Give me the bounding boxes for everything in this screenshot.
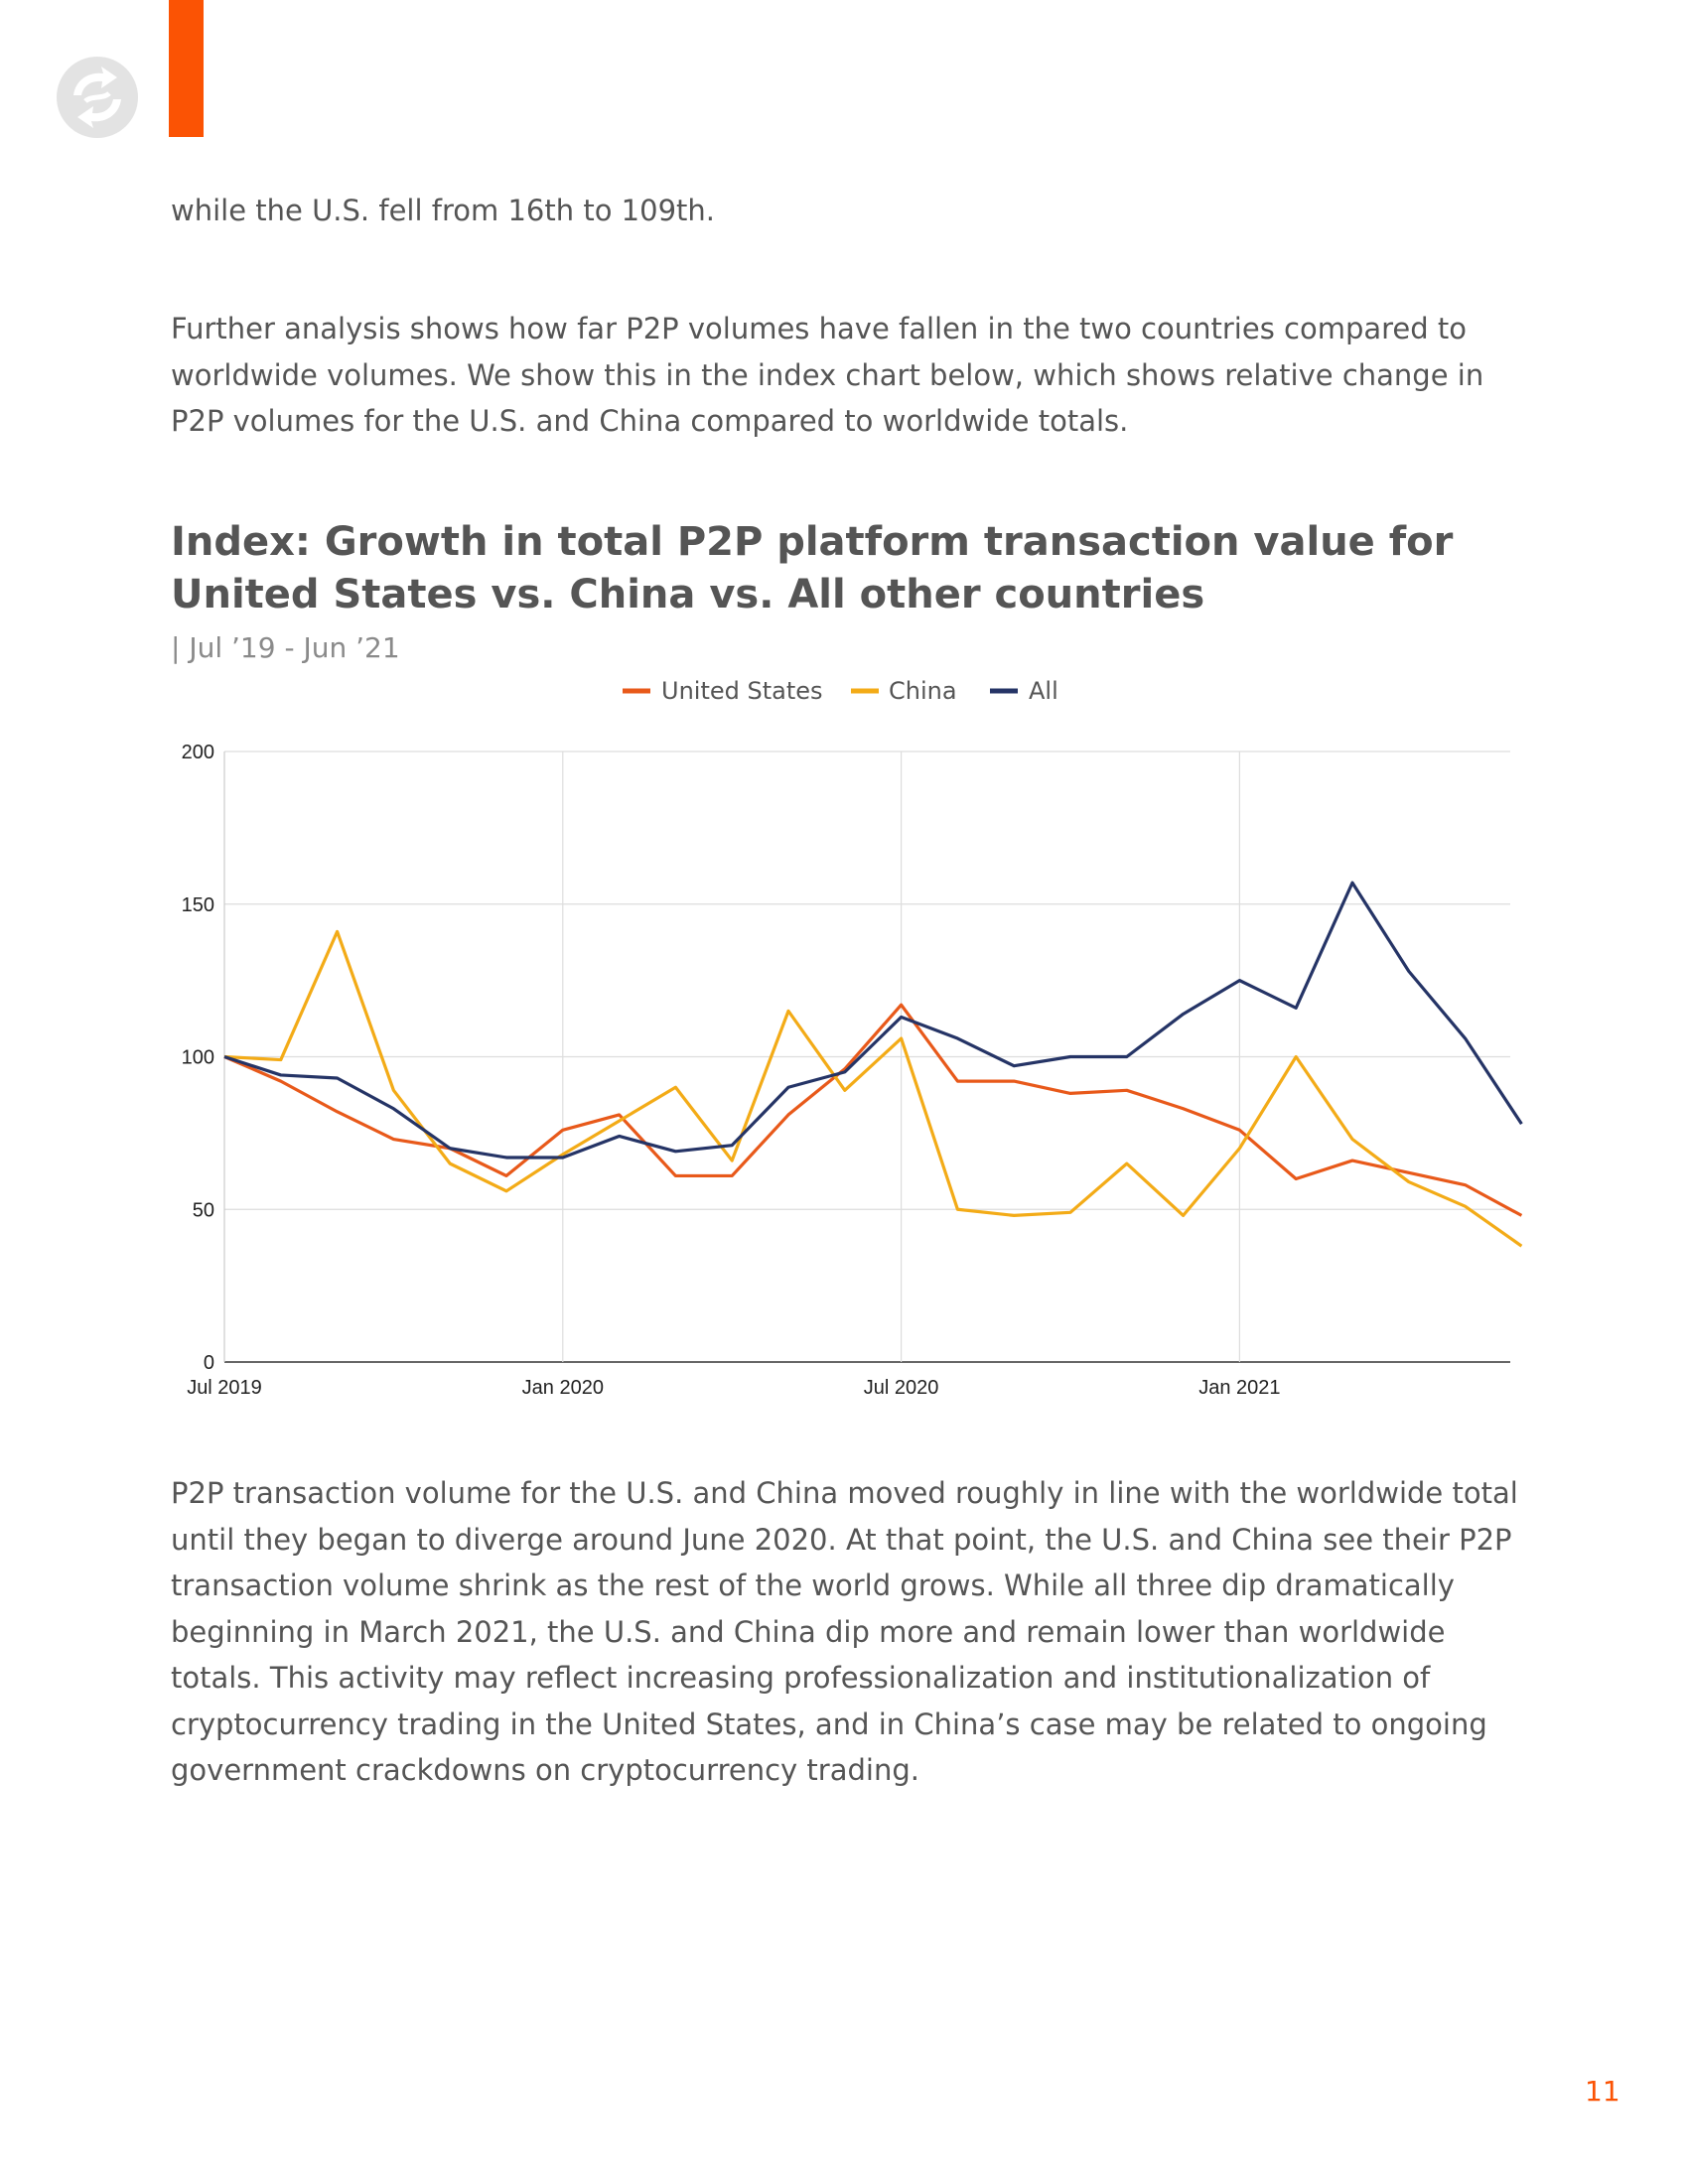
chart-subtitle: | Jul ’19 - Jun ’21 — [171, 631, 400, 664]
page-number: 11 — [1585, 2075, 1620, 2108]
chart-title: Index: Growth in total P2P platform tran… — [171, 519, 1454, 617]
x-tick-label: Jul 2020 — [864, 1377, 939, 1399]
analysis-paragraph: Further analysis shows how far P2P volum… — [171, 312, 1484, 438]
header-accent-bar — [169, 0, 204, 137]
x-tick-label: Jan 2020 — [522, 1377, 604, 1399]
y-tick-label-0: 0 — [204, 1352, 214, 1374]
y-tick-label-50: 50 — [193, 1199, 214, 1221]
exchange-logo-icon — [57, 57, 138, 138]
legend-label: All — [1029, 677, 1058, 705]
legend-label: United States — [661, 677, 823, 705]
legend-label: China — [889, 677, 957, 705]
series-line-china — [223, 929, 1523, 1248]
intro-paragraph: while the U.S. fell from 16th to 109th. — [171, 194, 715, 227]
y-tick-label-150: 150 — [182, 894, 214, 916]
chart-series — [223, 881, 1523, 1248]
series-line-all — [223, 881, 1523, 1160]
y-tick-label-200: 200 — [182, 742, 214, 763]
y-tick-label-100: 100 — [182, 1047, 214, 1069]
chart-axes: 0 50 100 150 200 Jul 2019 Jan 2020 Jul 2020 Jan … — [182, 742, 1281, 1399]
x-tick-label: Jul 2019 — [187, 1377, 262, 1399]
line-chart: United States China All 0 50 100 150 200 Jul 20… — [182, 677, 1523, 1399]
conclusion-paragraph: P2P transaction volume for the U.S. and … — [171, 1476, 1518, 1787]
series-line-united-states — [223, 1003, 1523, 1217]
chart-grid — [223, 751, 1510, 1363]
chart-legend: United States China All — [623, 677, 1058, 705]
x-tick-label: Jan 2021 — [1198, 1377, 1280, 1399]
